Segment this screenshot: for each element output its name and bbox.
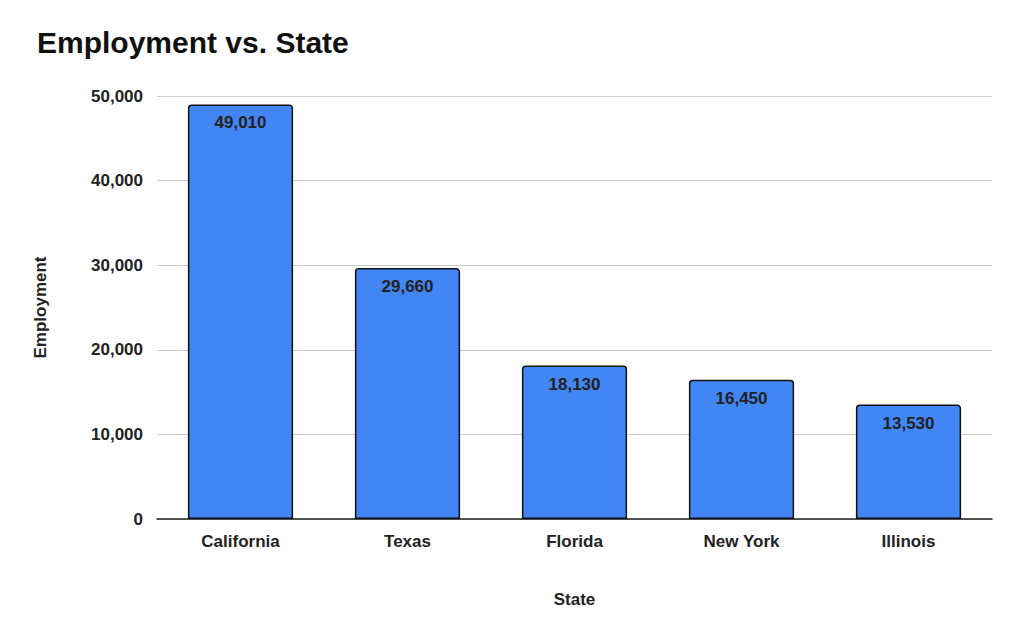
svg-text:49,010: 49,010 <box>215 113 267 132</box>
svg-text:13,530: 13,530 <box>883 414 935 433</box>
svg-text:10,000: 10,000 <box>91 425 143 444</box>
svg-text:20,000: 20,000 <box>91 340 143 359</box>
svg-text:State: State <box>554 590 596 609</box>
svg-text:40,000: 40,000 <box>91 171 143 190</box>
svg-text:Employment vs. State: Employment vs. State <box>37 26 349 59</box>
svg-text:18,130: 18,130 <box>549 375 601 394</box>
svg-text:Illinois: Illinois <box>882 532 936 551</box>
svg-text:Florida: Florida <box>546 532 603 551</box>
svg-text:0: 0 <box>134 510 143 529</box>
svg-text:16,450: 16,450 <box>716 389 768 408</box>
svg-text:California: California <box>201 532 280 551</box>
svg-text:Texas: Texas <box>384 532 431 551</box>
svg-text:Employment: Employment <box>31 256 50 358</box>
svg-text:30,000: 30,000 <box>91 256 143 275</box>
svg-text:50,000: 50,000 <box>91 87 143 106</box>
svg-text:29,660: 29,660 <box>382 277 434 296</box>
svg-text:New York: New York <box>704 532 780 551</box>
